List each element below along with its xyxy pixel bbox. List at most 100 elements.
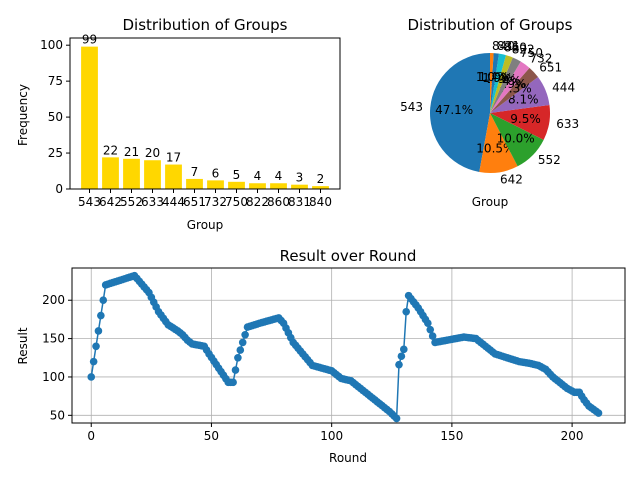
bar-chart-xtick-label: 444 (162, 195, 185, 209)
bar-chart-xtick-label: 822 (246, 195, 269, 209)
line-chart-ylabel: Result (16, 327, 30, 364)
line-chart-xtick-label: 100 (320, 429, 343, 443)
data-point (234, 353, 242, 362)
pie-slice (490, 53, 499, 113)
bar-chart-ytick-label: 25 (48, 146, 63, 160)
pie-slice (490, 55, 513, 113)
pie-slice-label: 840 (492, 39, 515, 53)
pie-slice-label: 831 (497, 39, 520, 53)
data-point (97, 311, 105, 320)
pie-percent-label: 47.1% (435, 103, 473, 117)
bar (270, 183, 287, 189)
bar-data-label: 4 (254, 169, 262, 183)
bar-chart-xtick-label: 831 (288, 195, 311, 209)
bar-chart-ytick-label: 100 (40, 38, 63, 52)
pie-slice-label: 642 (500, 172, 523, 186)
data-point (397, 352, 406, 361)
data-point (229, 378, 237, 387)
line-chart-xtick-label: 200 (561, 429, 584, 443)
line-chart-ytick-label: 150 (42, 332, 65, 346)
bar (207, 180, 224, 189)
bar-chart-xtick-label: 840 (309, 195, 332, 209)
pie-percent-label: 1.9% (482, 71, 513, 85)
line-chart-ytick-label: 200 (42, 293, 65, 307)
line-chart-xtick-label: 0 (87, 429, 95, 443)
data-point (426, 325, 435, 334)
bar-chart-xtick-label: 750 (225, 195, 248, 209)
bar (312, 186, 329, 189)
line-chart: Result over Round Round Result 0 50 100 150… (16, 247, 626, 465)
bar-data-label: 2 (317, 172, 325, 186)
bar-data-label: 22 (103, 143, 118, 157)
line-chart-xlabel: Round (329, 451, 367, 465)
data-point (238, 338, 247, 347)
bar-data-label: 21 (124, 145, 139, 159)
bar (165, 164, 182, 189)
pie-chart-xlabel: Group (472, 195, 509, 209)
line-chart-ytick-label: 100 (42, 370, 65, 384)
line-chart-plot-area: 0 50 100 150 200 50 100 150 200 (42, 268, 625, 443)
bar-chart-title: Distribution of Groups (123, 16, 288, 34)
data-point (87, 373, 96, 381)
bar-data-label: 17 (166, 151, 181, 165)
bar (123, 158, 140, 189)
pie-slice-label: 444 (552, 81, 575, 95)
pie-percent-label: 1.4% (479, 70, 510, 84)
bar-data-label: 6 (212, 166, 220, 180)
bar-chart-ytick-label: 50 (48, 110, 63, 124)
data-point (424, 319, 432, 328)
data-point (392, 414, 401, 423)
data-point (89, 357, 98, 366)
data-point (594, 409, 603, 417)
line-chart-ytick-label: 50 (50, 408, 65, 422)
line-chart-xtick-label: 50 (204, 429, 219, 443)
bar-chart-ytick-label: 75 (48, 74, 63, 88)
pie-slice-label: 651 (539, 60, 562, 74)
pie-slice-label: 633 (556, 117, 579, 131)
bar-chart: Distribution of Groups Frequency Group 0… (16, 16, 341, 232)
data-point (428, 332, 437, 340)
bar (81, 46, 98, 189)
data-point (402, 307, 411, 316)
bar (249, 183, 266, 189)
bar-data-label: 20 (145, 146, 160, 160)
pie-percent-label: 10.5% (476, 142, 514, 156)
data-point (395, 360, 403, 369)
pie-slice-label: 822 (512, 42, 535, 56)
pie-slice (430, 53, 490, 173)
bar (228, 181, 245, 189)
pie-slice (490, 77, 550, 113)
pie-slice-label: 750 (520, 46, 543, 60)
pie-slice-label: 860 (504, 40, 527, 54)
bar-chart-xtick-label: 651 (183, 195, 206, 209)
pie-chart-title: Distribution of Groups (408, 16, 573, 34)
bar-chart-ytick-label: 0 (55, 182, 63, 196)
pie-slice (490, 113, 544, 167)
line-chart-title: Result over Round (280, 247, 417, 265)
bar-data-label: 7 (191, 165, 199, 179)
pie-slice (490, 53, 506, 113)
bar-chart-xtick-label: 543 (78, 195, 101, 209)
bar-chart-ylabel: Frequency (16, 84, 30, 146)
data-point (94, 327, 103, 335)
bar-chart-xtick-label: 860 (267, 195, 290, 209)
pie-slice (490, 61, 530, 113)
data-point (92, 342, 100, 351)
pie-slice-label: 552 (538, 153, 561, 167)
line-chart-xtick-label: 150 (440, 429, 463, 443)
pie-percent-label: 1.0% (476, 70, 507, 84)
bar (144, 160, 161, 189)
pie-percent-label: 8.1% (508, 92, 539, 106)
data-point (400, 345, 408, 354)
pie-percent-label: 9.5% (510, 112, 541, 126)
pie-slice-label: 732 (529, 52, 552, 66)
data-point (236, 346, 245, 354)
pie-slice (490, 104, 550, 140)
bar-data-label: 3 (296, 171, 304, 185)
bar-data-label: 99 (82, 33, 97, 47)
bar-chart-xtick-label: 633 (141, 195, 164, 209)
pie-slice (490, 53, 494, 113)
